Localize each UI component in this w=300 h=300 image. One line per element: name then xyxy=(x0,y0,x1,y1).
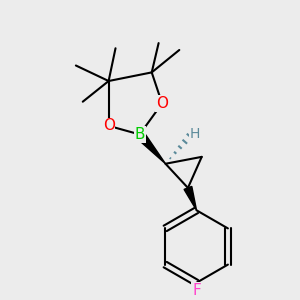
Text: O: O xyxy=(103,118,115,133)
Polygon shape xyxy=(136,131,166,164)
Text: B: B xyxy=(134,127,145,142)
Text: H: H xyxy=(190,128,200,142)
Polygon shape xyxy=(184,186,196,210)
Text: O: O xyxy=(156,96,168,111)
Text: F: F xyxy=(192,283,201,298)
